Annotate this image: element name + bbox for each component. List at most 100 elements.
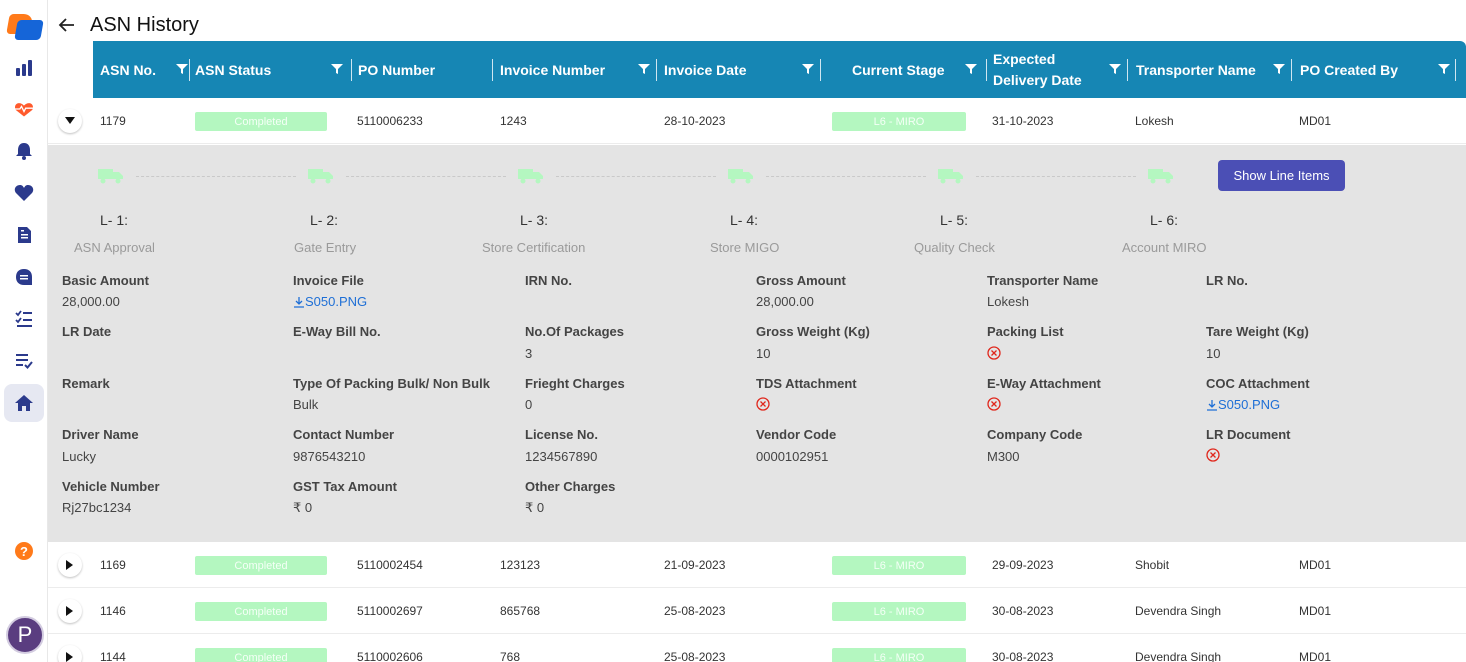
transporter-name-label: Transporter Name <box>987 273 1099 288</box>
collapse-row-button[interactable] <box>58 109 82 133</box>
filter-icon[interactable] <box>1109 63 1121 75</box>
col-transporter-name[interactable]: Transporter Name <box>1136 41 1286 98</box>
level-name: Store Certification <box>482 240 586 255</box>
invoice-date: 25-08-2023 <box>664 650 726 662</box>
transporter-name: Lokesh <box>1135 114 1174 128</box>
col-invoice-number[interactable]: Invoice Number <box>500 41 660 98</box>
filter-icon[interactable] <box>331 63 343 75</box>
company-code-label: Company Code <box>987 427 1083 442</box>
heart-pulse-icon[interactable] <box>4 90 44 128</box>
invoice-file-label: Invoice File <box>293 273 364 288</box>
expected-delivery-date: 30-08-2023 <box>992 650 1054 662</box>
col-asn-status[interactable]: ASN Status <box>195 41 345 98</box>
missing-file-icon <box>987 346 1001 360</box>
vendor-code-value: 0000102951 <box>756 449 829 464</box>
gst-tax-value: ₹ 0 <box>293 500 313 515</box>
svg-text:?: ? <box>20 544 28 559</box>
driver-name-value: Lucky <box>62 449 96 464</box>
transporter-name: Devendra Singh <box>1135 650 1222 662</box>
level-name: Store MIGO <box>710 240 780 255</box>
level-code: L- 3: <box>520 212 549 228</box>
table-row[interactable]: 1144 Completed 5110002606 768 25-08-2023… <box>48 634 1466 662</box>
download-icon <box>294 296 304 308</box>
expand-row-button[interactable] <box>58 599 82 623</box>
packing-list-label: Packing List <box>987 324 1064 339</box>
table-row[interactable]: 1169 Completed 5110002454 123123 21-09-2… <box>48 542 1466 588</box>
caret-down-icon <box>65 117 75 124</box>
asn-no: 1144 <box>100 650 126 662</box>
gross-weight-value: 10 <box>756 346 771 361</box>
bar-chart-icon[interactable] <box>4 49 44 87</box>
page-header: ASN History <box>56 10 199 40</box>
avatar[interactable]: P <box>6 616 44 654</box>
truck-icon <box>308 169 333 184</box>
list-check-icon[interactable] <box>4 342 44 380</box>
show-line-items-button[interactable]: Show Line Items <box>1218 160 1345 191</box>
irn-no-label: IRN No. <box>525 273 572 288</box>
status-badge: Completed <box>195 556 327 575</box>
table-row[interactable]: 1146 Completed 5110002697 865768 25-08-2… <box>48 588 1466 634</box>
filter-icon[interactable] <box>638 63 650 75</box>
eway-bill-label: E-Way Bill No. <box>293 324 381 339</box>
col-invoice-date[interactable]: Invoice Date <box>664 41 824 98</box>
stage-badge: L6 - MIRO <box>832 648 966 662</box>
company-code-value: M300 <box>987 449 1020 464</box>
coc-attachment-label: COC Attachment <box>1206 376 1310 391</box>
filter-icon[interactable] <box>1273 63 1285 75</box>
document-icon[interactable] <box>4 216 44 254</box>
app-logo[interactable] <box>6 10 44 40</box>
page-title: ASN History <box>90 13 199 36</box>
tare-weight-value: 10 <box>1206 346 1221 361</box>
truck-icon <box>938 169 963 184</box>
invoice-number: 123123 <box>500 558 541 572</box>
col-asn-no[interactable]: ASN No. <box>100 41 188 98</box>
no-packages-label: No.Of Packages <box>525 324 624 339</box>
po-number: 5110002606 <box>357 650 423 662</box>
truck-icon <box>518 169 543 184</box>
packing-type-label: Type Of Packing Bulk/ Non Bulk <box>293 376 490 391</box>
level-name: ASN Approval <box>74 240 155 255</box>
contact-number-label: Contact Number <box>293 427 395 442</box>
packing-type-value: Bulk <box>293 397 319 412</box>
expand-row-button[interactable] <box>58 645 82 662</box>
col-po-number[interactable]: PO Number <box>358 61 436 78</box>
invoice-date: 21-09-2023 <box>664 558 726 572</box>
lr-no-label: LR No. <box>1206 273 1248 288</box>
bell-icon[interactable] <box>4 132 44 170</box>
po-number: 5110002697 <box>357 604 423 618</box>
heart-icon[interactable] <box>4 174 44 212</box>
frieght-charges-label: Frieght Charges <box>525 376 625 391</box>
driver-name-label: Driver Name <box>62 427 139 442</box>
remark-label: Remark <box>62 376 110 391</box>
status-badge: Completed <box>195 648 327 662</box>
chat-document-icon[interactable] <box>4 258 44 296</box>
checklist-icon[interactable] <box>4 300 44 338</box>
po-created-by: MD01 <box>1299 114 1332 128</box>
level-code: L- 2: <box>310 212 339 228</box>
level-name: Quality Check <box>914 240 995 255</box>
license-no-value: 1234567890 <box>525 449 598 464</box>
help-icon[interactable]: ? <box>4 532 44 570</box>
expected-delivery-date: 31-10-2023 <box>992 114 1054 128</box>
table-row[interactable]: 1179 Completed 5110006233 1243 28-10-202… <box>48 98 1466 144</box>
home-icon[interactable] <box>4 384 44 422</box>
filter-icon[interactable] <box>176 63 188 75</box>
eway-attachment-label: E-Way Attachment <box>987 376 1101 391</box>
col-expected-delivery-date[interactable]: Expected Delivery Date <box>993 41 1121 98</box>
invoice-number: 865768 <box>500 604 541 618</box>
status-badge: Completed <box>195 112 327 131</box>
filter-icon[interactable] <box>802 63 814 75</box>
no-packages-value: 3 <box>525 346 533 361</box>
col-po-created-by[interactable]: PO Created By <box>1300 41 1450 98</box>
expand-row-button[interactable] <box>58 553 82 577</box>
filter-icon[interactable] <box>1438 63 1450 75</box>
coc-attachment-link[interactable]: S050.PNG <box>1206 397 1280 412</box>
col-current-stage[interactable]: Current Stage <box>852 41 982 98</box>
transporter-name: Shobit <box>1135 558 1170 572</box>
caret-right-icon <box>66 560 73 570</box>
invoice-file-link[interactable]: S050.PNG <box>293 294 367 309</box>
transporter-name: Devendra Singh <box>1135 604 1222 618</box>
back-arrow-icon[interactable] <box>56 14 78 36</box>
filter-icon[interactable] <box>965 63 977 75</box>
